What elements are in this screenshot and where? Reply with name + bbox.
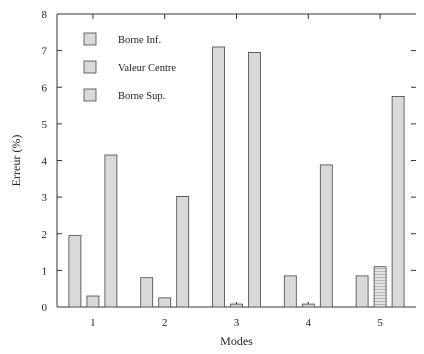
- legend-label: Valeur Centre: [118, 63, 176, 74]
- y-tick-label: 8: [42, 9, 48, 21]
- legend-swatch: [83, 60, 97, 74]
- bar-borne-sup-mode-2: [176, 195, 190, 308]
- x-tick-label: 5: [377, 317, 383, 329]
- x-tick-label: 2: [162, 317, 168, 329]
- bar-borne-sup-mode-4: [319, 164, 333, 308]
- bar-borne-sup-mode-1: [104, 154, 118, 308]
- y-tick-label: 3: [42, 192, 48, 204]
- x-tick-label: 1: [90, 317, 96, 329]
- y-tick-label: 1: [42, 265, 48, 277]
- bar-valeur-centre-mode-5: [373, 266, 387, 308]
- y-tick-label: 0: [42, 302, 48, 314]
- bar-valeur-centre-mode-4: [301, 303, 315, 308]
- x-tick-label: 3: [234, 317, 240, 329]
- x-tick-label: 4: [306, 317, 312, 329]
- legend-label: Borne Sup.: [118, 91, 165, 102]
- y-tick-label: 2: [42, 229, 48, 241]
- bars: [68, 46, 405, 308]
- y-tick-label: 6: [42, 82, 48, 94]
- bar-borne-inf-mode-5: [355, 275, 369, 308]
- bar-borne-sup-mode-3: [248, 52, 261, 308]
- bar-borne-inf-mode-2: [140, 277, 154, 308]
- y-tick-label: 4: [42, 156, 48, 168]
- y-axis-title: Erreur (%): [9, 135, 23, 187]
- bar-valeur-centre-mode-1: [86, 295, 100, 308]
- bar-borne-sup-mode-5: [391, 96, 405, 308]
- bar-valeur-centre-mode-3: [230, 303, 243, 308]
- bar-valeur-centre-mode-2: [158, 297, 172, 308]
- y-tick-label: 7: [42, 46, 48, 58]
- legend: Borne Inf. Valeur Centre Borne Sup.: [83, 32, 176, 102]
- bar-borne-inf-mode-3: [212, 46, 225, 308]
- legend-swatch: [83, 32, 97, 46]
- legend-label: Borne Inf.: [118, 35, 161, 46]
- legend-swatch: [83, 88, 97, 102]
- bar-borne-inf-mode-1: [68, 235, 82, 308]
- y-tick-label: 5: [42, 119, 48, 131]
- bar-borne-inf-mode-4: [283, 275, 297, 308]
- x-axis-title: Modes: [220, 334, 253, 348]
